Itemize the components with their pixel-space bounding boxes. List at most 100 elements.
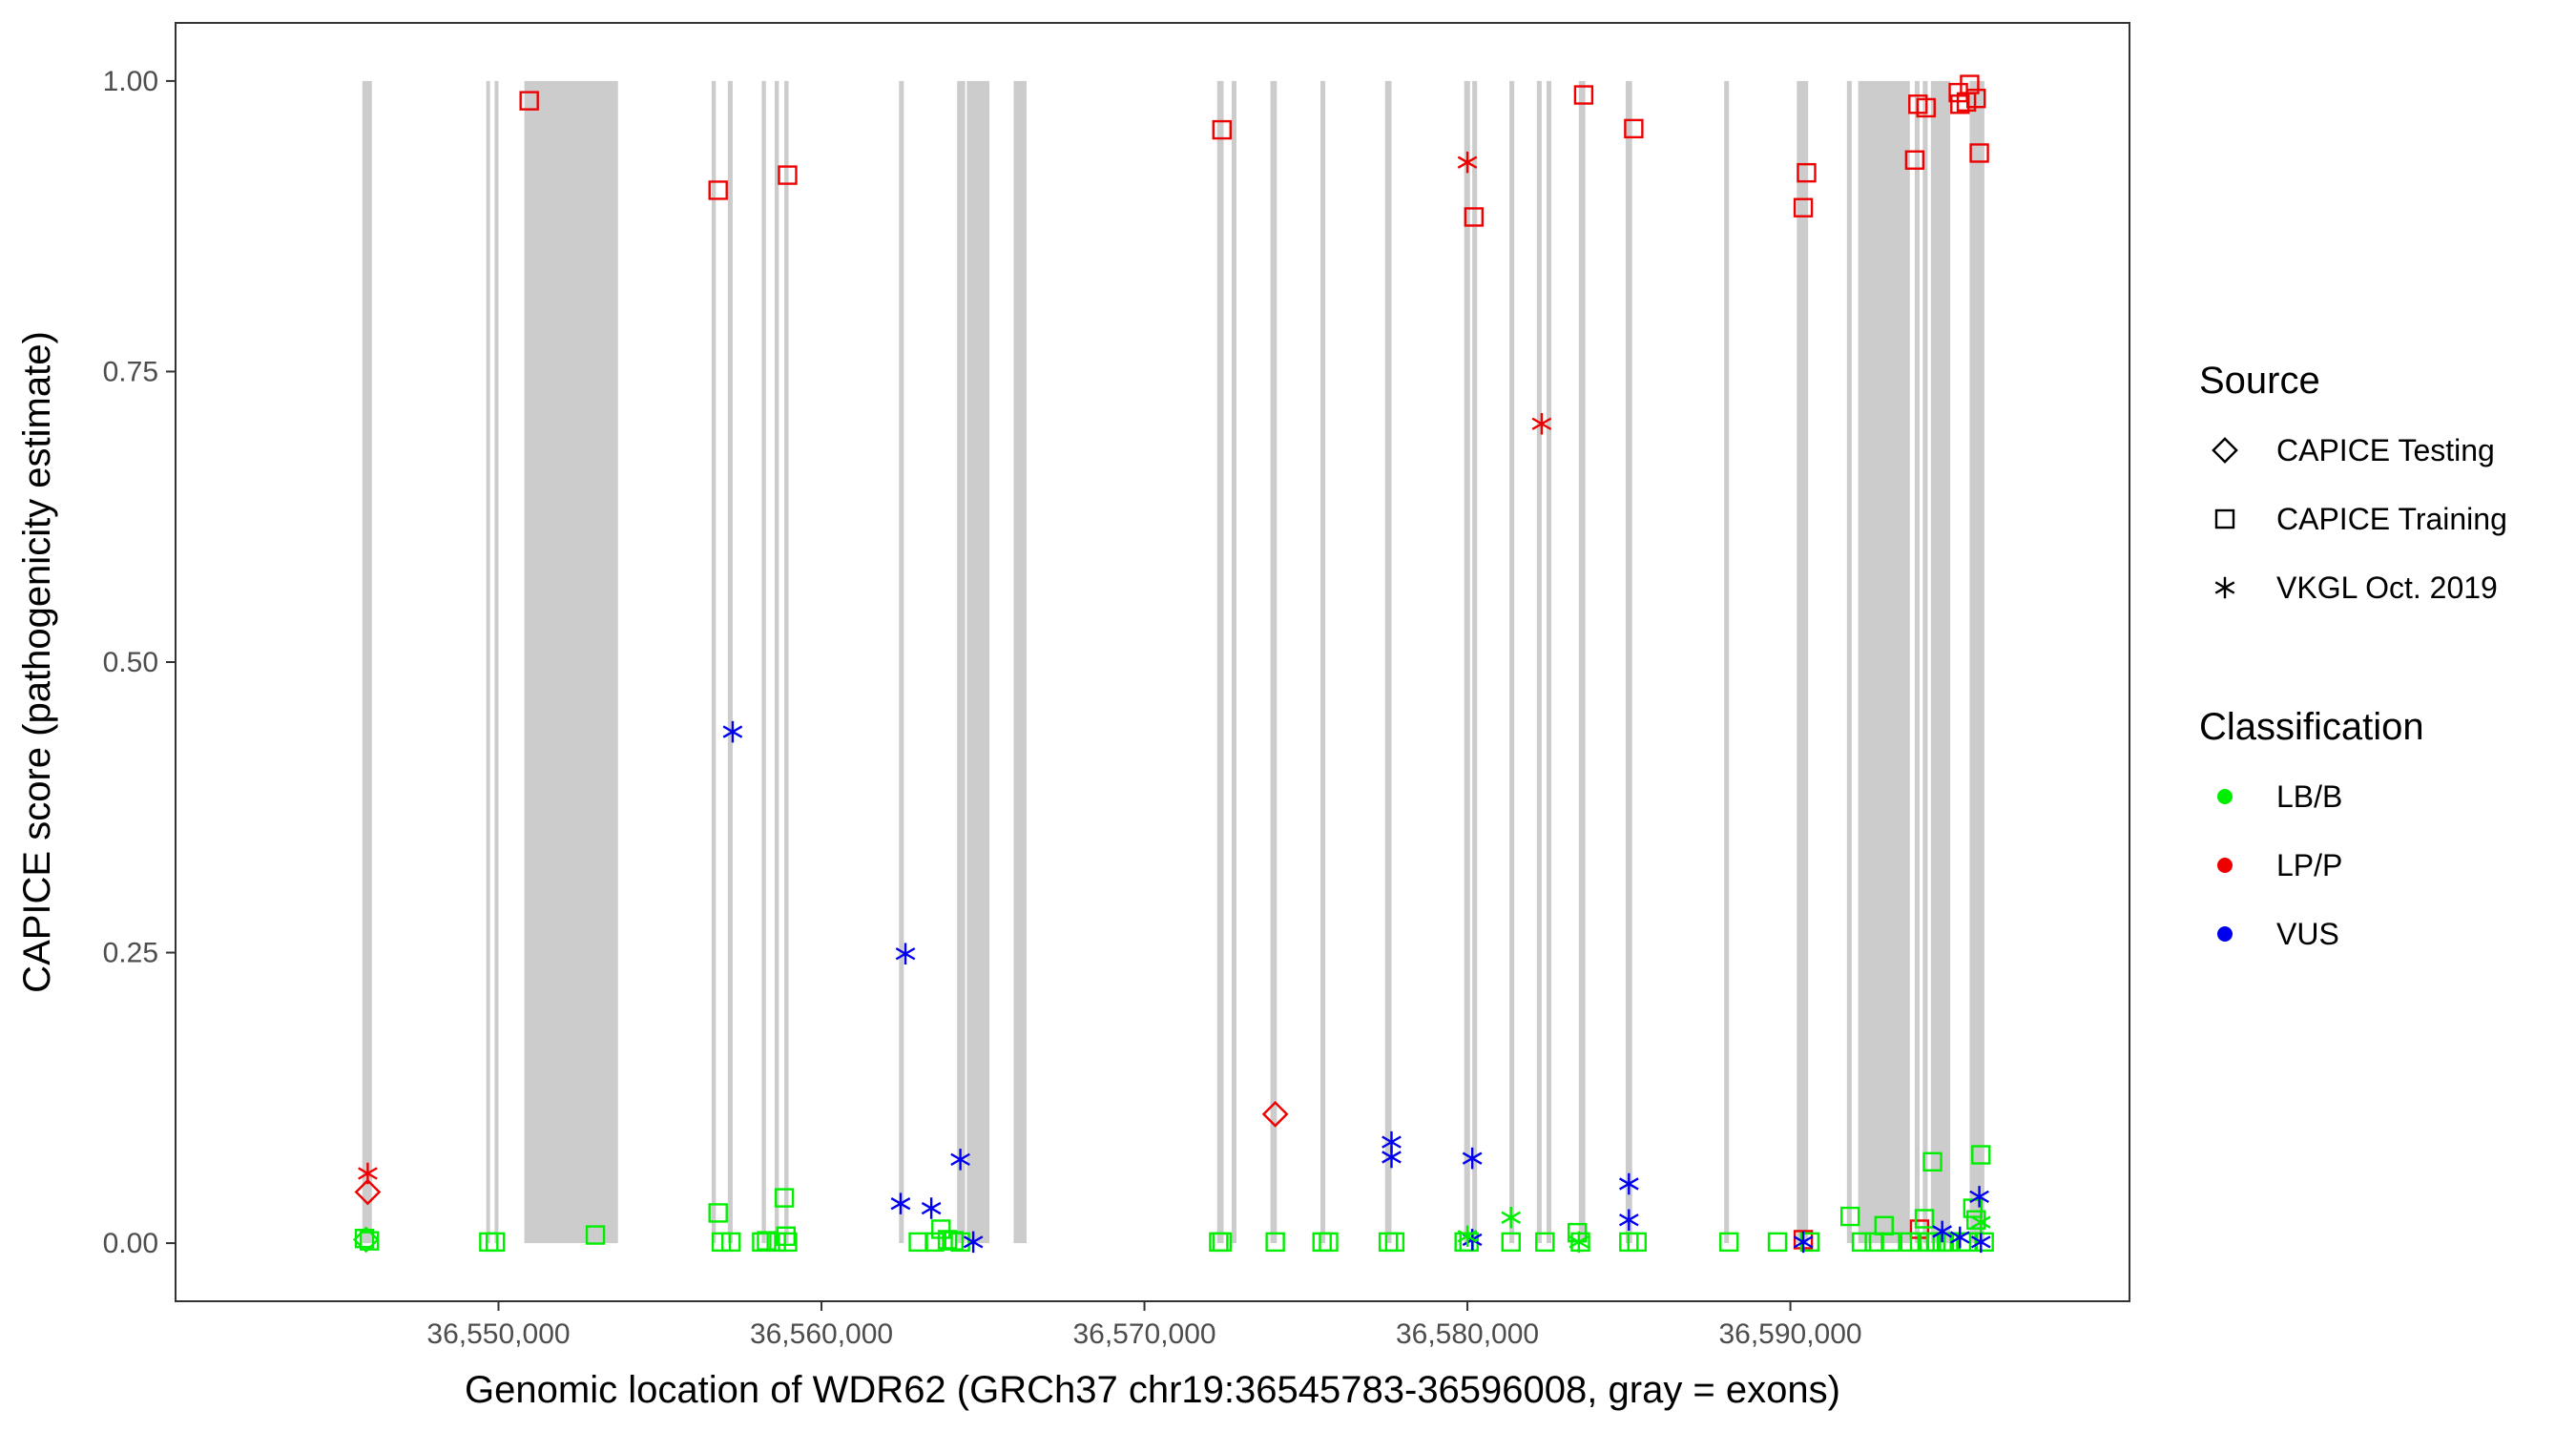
exon-band: [1384, 80, 1392, 1244]
data-point: [708, 180, 728, 200]
x-tick-label: 36,550,000: [426, 1318, 570, 1350]
data-point: [1904, 150, 1925, 170]
data-point: [1568, 1231, 1589, 1254]
data-point: [1767, 1232, 1788, 1253]
legend-key-dot: [2217, 926, 2233, 942]
data-point: [1960, 74, 1980, 94]
x-tick-label: 36,590,000: [1718, 1318, 1861, 1350]
data-point: [778, 165, 798, 185]
legend-classification-label: LB/B: [2276, 779, 2342, 814]
data-point: [752, 1232, 772, 1253]
data-point: [774, 1188, 795, 1208]
exon-band: [1846, 80, 1852, 1244]
data-point: [1880, 1232, 1901, 1253]
exon-band: [1969, 80, 1984, 1244]
exon-band: [1922, 80, 1928, 1244]
data-point: [358, 1162, 378, 1185]
data-point: [1265, 1232, 1285, 1253]
axes: 0.00 0.25 0.50 0.75 1.00 36,550,000 36,560,000…: [103, 66, 1862, 1350]
legend-source-label: CAPICE Training: [2276, 502, 2507, 536]
data-point: [708, 1203, 728, 1223]
data-point: [1462, 1147, 1483, 1170]
data-point: [776, 1226, 796, 1246]
data-point: [1535, 1232, 1555, 1253]
y-tick-label: 0.50: [103, 647, 158, 678]
legend-source-items: CAPICE Testing CAPICE Training VKGL Oct. 2…: [2212, 433, 2507, 605]
y-tick-label: 0.00: [103, 1228, 158, 1259]
data-point: [1793, 197, 1814, 218]
legend-key-diamond: [2212, 437, 2238, 464]
data-point: [722, 720, 743, 743]
data-point: [519, 91, 539, 111]
data-point: [1971, 1145, 1991, 1165]
legend: Source CAPICE Testing CAPICE Training VKGL…: [2199, 360, 2507, 951]
legend-classification-label: VUS: [2276, 917, 2339, 951]
data-point: [1970, 1231, 1991, 1254]
x-tick-label: 36,570,000: [1072, 1318, 1215, 1350]
data-point: [1949, 1226, 1970, 1249]
data-point: [1970, 1211, 1991, 1234]
data-point: [585, 1225, 606, 1245]
data-point: [944, 1231, 965, 1251]
exon-band: [1231, 80, 1237, 1244]
data-point: [1212, 1232, 1232, 1253]
exon-band: [524, 80, 618, 1244]
exon-band: [1930, 80, 1951, 1244]
legend-source-label: CAPICE Testing: [2276, 433, 2495, 467]
legend-source-label: VKGL Oct. 2019: [2276, 570, 2498, 605]
data-point: [778, 1232, 798, 1253]
exon-band: [711, 80, 717, 1244]
data-point: [1464, 207, 1485, 227]
exon-band: [899, 80, 904, 1244]
exon-band: [1216, 80, 1224, 1244]
data-point: [1384, 1232, 1405, 1253]
data-point: [950, 1232, 970, 1253]
exon-band: [486, 80, 490, 1244]
y-tick-label: 0.75: [103, 356, 158, 387]
legend-source-title: Source: [2199, 360, 2320, 402]
exon-band: [957, 80, 966, 1244]
data-point: [721, 1232, 741, 1253]
x-tick-label: 36,560,000: [750, 1318, 893, 1350]
data-point: [1573, 85, 1594, 105]
exon-band: [966, 80, 990, 1244]
x-tick-label: 36,580,000: [1396, 1318, 1539, 1350]
data-point: [1457, 1225, 1478, 1248]
data-point: [963, 1231, 984, 1254]
exon-band: [1013, 80, 1027, 1244]
data-point: [485, 1232, 506, 1253]
data-point: [1797, 162, 1817, 183]
data-point: [1974, 1232, 1994, 1253]
data-point: [1627, 1232, 1647, 1253]
exon-band: [362, 80, 372, 1244]
data-point: [924, 1232, 945, 1253]
exon-band: [761, 80, 766, 1244]
legend-key-dot: [2217, 858, 2233, 873]
data-point: [895, 943, 916, 965]
exon-band: [1270, 80, 1278, 1244]
data-point: [950, 1149, 970, 1171]
legend-key-square: [2214, 508, 2235, 529]
legend-key-dot: [2217, 789, 2233, 804]
exon-band: [494, 80, 499, 1244]
legend-classification-title: Classification: [2199, 706, 2424, 748]
data-point: [1966, 88, 1986, 109]
exon-band: [1625, 80, 1632, 1244]
exon-band: [774, 80, 779, 1244]
data-point: [1939, 1232, 1959, 1253]
data-point: [1839, 1206, 1860, 1227]
exon-band: [1464, 80, 1470, 1244]
exon-band: [1724, 80, 1730, 1244]
exon-band: [784, 80, 789, 1244]
exon-band: [1858, 80, 1910, 1244]
data-point: [1719, 1232, 1739, 1253]
exon-band: [1472, 80, 1478, 1244]
data-point: [1618, 1172, 1639, 1195]
y-tick-label: 0.25: [103, 938, 158, 969]
data-point: [1969, 143, 1989, 163]
exon-band: [1509, 80, 1515, 1244]
data-point: [1922, 1151, 1942, 1172]
exon-band: [1320, 80, 1326, 1244]
data-point: [921, 1197, 942, 1219]
